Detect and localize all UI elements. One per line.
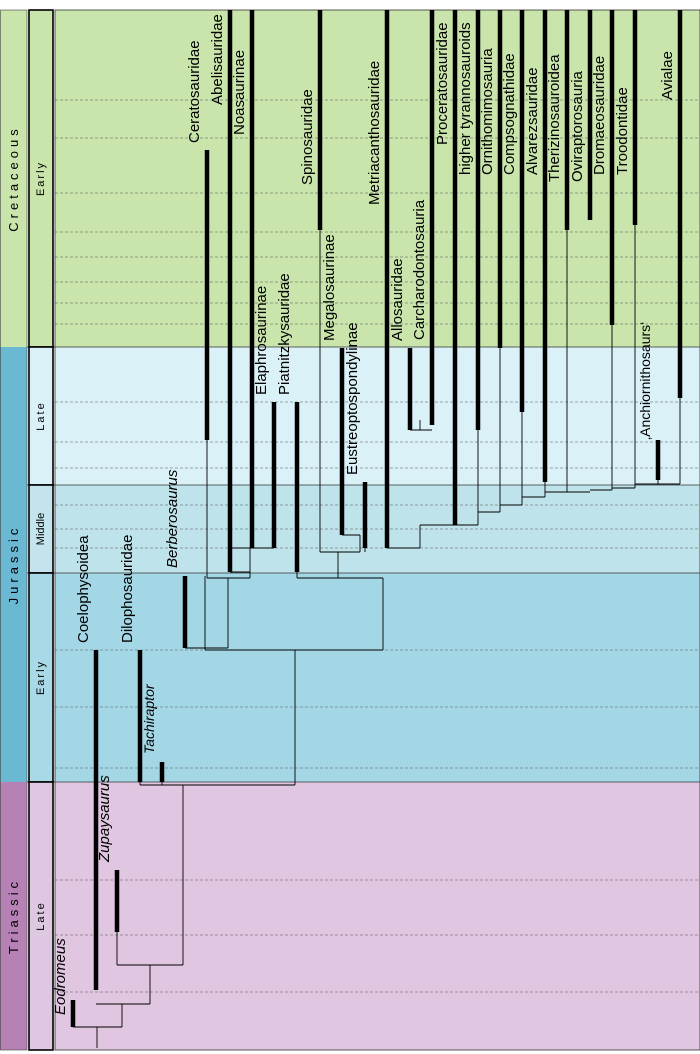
- taxon-label-avialae: Avialae: [659, 51, 676, 100]
- epoch-label-late-jurassic: Late: [35, 401, 47, 430]
- taxon-label-troodontidae: Troodontidae: [614, 87, 631, 175]
- epoch-cell-early-cretaceous: [28, 9, 54, 348]
- taxon-label-tachiraptor: Tachiraptor: [141, 683, 157, 754]
- band-late-triassic: [55, 782, 700, 1050]
- period-cell-triassic: [0, 782, 27, 1050]
- taxon-label-carcharodontosauria: Carcharodontosauria: [411, 199, 428, 340]
- taxon-label-proceratosauridae: Proceratosauridae: [434, 22, 451, 145]
- epoch-cell-middle-jurassic: [28, 484, 54, 574]
- taxon-label-abelisauridae: Abelisauridae: [209, 14, 226, 105]
- epoch-label-middle-jurassic: Middle: [35, 513, 47, 545]
- band-early-cretaceous: [55, 10, 700, 347]
- band-early-jurassic: [55, 573, 700, 782]
- taxon-label-anchiornithosaurs: ‚Anchiornithosaurs‘: [637, 322, 653, 440]
- epoch-cell-early-jurassic: [28, 572, 54, 783]
- stratigraphic-ranges: [70, 10, 683, 1027]
- cladogram: [73, 225, 681, 1048]
- period-cell-jurassic: [0, 347, 27, 782]
- time-bands: [0, 10, 700, 1050]
- taxon-label-megalosaurinae: Megalosaurinae: [321, 234, 338, 341]
- period-label-triassic: Triassic: [6, 878, 21, 954]
- chart-frame: [54, 9, 700, 1051]
- time-scale-column: Cretaceous Jurassic Triassic Early Late Middl…: [0, 9, 700, 1051]
- taxon-label-metriacanthosauridae: Metriacanthosauridae: [366, 61, 383, 205]
- period-column-border: [0, 9, 28, 1051]
- taxon-label-ceratosauridae: Ceratosauridae: [186, 40, 203, 143]
- taxon-label-spinosauridae: Spinosauridae: [299, 89, 316, 185]
- taxon-label-berberosaurus: Berberosaurus: [164, 469, 181, 568]
- taxon-label-compsognathidae: Compsognathidae: [501, 53, 518, 175]
- epoch-label-late-triassic: Late: [35, 901, 47, 930]
- taxon-label-therizinosauroidea: Therizinosauroidea: [546, 54, 563, 182]
- grid-lines: [55, 99, 700, 993]
- taxon-label-elaphrosaurinae: Elaphrosaurinae: [253, 286, 270, 395]
- period-cell-cretaceous: [0, 10, 27, 347]
- taxon-label-oviraptorosauria: Oviraptorosauria: [569, 70, 586, 182]
- taxon-label-piatnitzkysauridae: Piatnitzkysauridae: [276, 273, 293, 395]
- taxon-label-alvarezsauridae: Alvarezsauridae: [524, 67, 541, 175]
- epoch-label-early-cretaceous: Early: [35, 161, 47, 196]
- taxon-labels: Eodromeus Coelophysoidea Zupaysaurus Diloph…: [52, 14, 676, 1015]
- band-late-jurassic: [55, 347, 700, 485]
- taxon-label-allosauridae: Allosauridae: [389, 258, 406, 341]
- taxon-label-dilophosauridae: Dilophosauridae: [119, 535, 136, 643]
- period-label-cretaceous: Cretaceous: [6, 125, 21, 231]
- taxon-label-eodromeus: Eodromeus: [52, 938, 69, 1015]
- epoch-label-early-jurassic: Early: [35, 660, 47, 695]
- taxon-label-higher-tyrannosauroids: higher tyrannosauroids: [457, 22, 474, 175]
- taxon-label-eustreptospondylinae: Eustreoptospondylinae: [344, 322, 361, 475]
- taxon-label-dromaeosauridae: Dromaeosauridae: [591, 56, 608, 175]
- period-label-jurassic: Jurassic: [6, 525, 21, 605]
- taxon-label-ornithomimosauria: Ornithomimosauria: [479, 48, 496, 175]
- taxon-label-coelophysoidea: Coelophysoidea: [75, 535, 92, 643]
- epoch-cell-late-triassic: [28, 781, 54, 1051]
- taxon-label-noasaurinae: Noasaurinae: [231, 50, 248, 135]
- taxon-label-zupaysaurus: Zupaysaurus: [96, 775, 113, 863]
